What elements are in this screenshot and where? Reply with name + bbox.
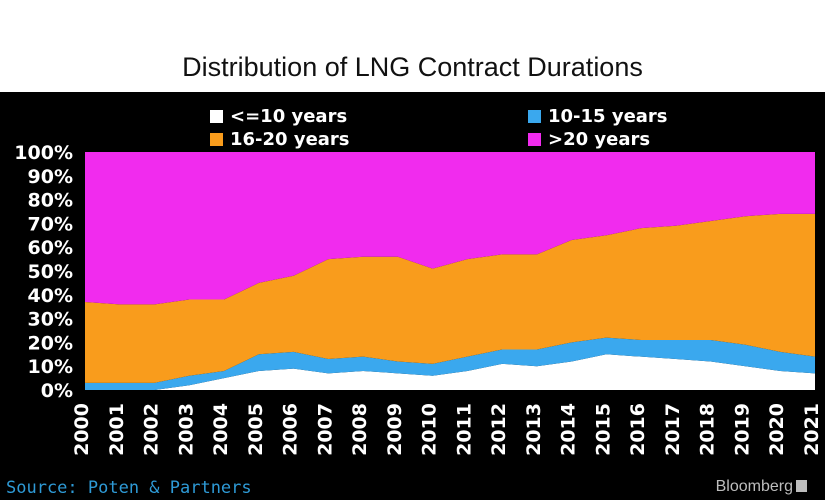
y-tick-label: 90% <box>28 166 73 188</box>
x-tick-label: 2015 <box>592 403 614 456</box>
legend-swatch-le10 <box>210 110 223 123</box>
x-tick-label: 2002 <box>141 403 163 456</box>
legend-label-10-15: 10-15 years <box>548 106 668 127</box>
x-tick-label: 2016 <box>627 403 649 456</box>
x-tick-label: 2006 <box>280 403 302 456</box>
x-tick-label: 2010 <box>419 403 441 456</box>
y-tick-label: 30% <box>28 309 73 331</box>
x-tick-label: 2021 <box>801 403 823 456</box>
x-tick-label: 2020 <box>766 403 788 456</box>
x-tick-label: 2019 <box>731 403 753 456</box>
x-tick-label: 2018 <box>697 403 719 456</box>
bloomberg-logo: Bloomberg <box>716 478 807 496</box>
legend-label-gt20: >20 years <box>548 129 651 150</box>
legend-swatch-10-15 <box>528 110 541 123</box>
x-tick-label: 2011 <box>453 403 475 456</box>
legend-item-16-20: 16-20 years <box>210 129 350 150</box>
x-tick-label: 2009 <box>384 403 406 456</box>
brand-label: Bloomberg <box>715 478 793 495</box>
bloomberg-icon <box>796 480 807 492</box>
x-tick-label: 2017 <box>662 403 684 456</box>
area-series-3 <box>85 152 815 305</box>
x-tick-label: 2007 <box>314 403 336 456</box>
x-tick-label: 2013 <box>523 403 545 456</box>
y-tick-label: 80% <box>28 190 73 212</box>
legend-label-16-20: 16-20 years <box>230 129 350 150</box>
y-tick-label: 70% <box>28 213 73 235</box>
x-tick-label: 2003 <box>175 403 197 456</box>
legend-item-le10: <=10 years <box>210 106 347 127</box>
x-tick-label: 2004 <box>210 403 232 456</box>
legend-item-10-15: 10-15 years <box>528 106 668 127</box>
chart-title: Distribution of LNG Contract Durations <box>182 52 643 82</box>
area-series-2 <box>85 213 815 383</box>
stacked-area-chart: 0%10%20%30%40%50%60%70%80%90%100% 2000 200… <box>14 142 823 456</box>
legend-item-gt20: >20 years <box>528 129 650 150</box>
x-tick-label: 2001 <box>106 403 128 456</box>
legend-swatch-gt20 <box>528 133 541 146</box>
y-tick-label: 20% <box>28 332 73 354</box>
x-tick-label: 2005 <box>245 403 267 456</box>
y-tick-label: 60% <box>28 237 73 259</box>
y-tick-label: 40% <box>28 285 73 307</box>
y-tick-label: 100% <box>14 142 73 164</box>
x-tick-label: 2012 <box>488 403 510 456</box>
area-series-1 <box>85 337 815 390</box>
y-tick-label: 0% <box>41 380 73 402</box>
chart-panel: <=10 years 10-15 years 16-20 years >20 y… <box>0 92 825 500</box>
source-note: Source: Poten & Partners <box>6 478 252 498</box>
x-tick-label: 2014 <box>558 403 580 456</box>
y-tick-label: 10% <box>28 356 73 378</box>
legend-swatch-16-20 <box>210 133 223 146</box>
x-tick-label: 2008 <box>349 403 371 456</box>
x-tick-label: 2000 <box>71 403 93 456</box>
area-series-0 <box>85 354 815 390</box>
y-tick-label: 50% <box>28 261 73 283</box>
legend-label-le10: <=10 years <box>230 106 348 127</box>
